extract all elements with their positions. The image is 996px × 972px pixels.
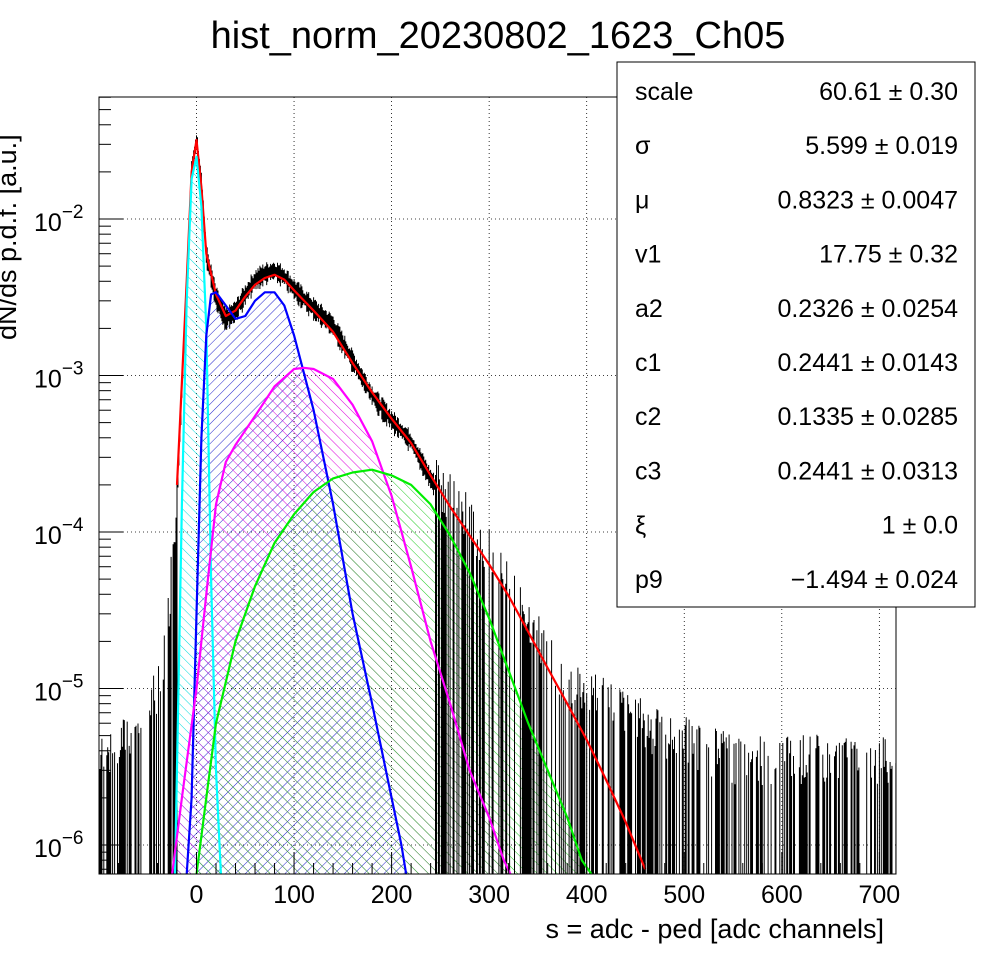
chart-title: hist_norm_20230802_1623_Ch05 xyxy=(211,15,786,57)
stat-value-0: 60.61 ± 0.30 xyxy=(819,78,958,106)
stat-name-0: scale xyxy=(635,78,693,106)
stat-value-1: 5.599 ± 0.019 xyxy=(805,132,958,160)
stats-box-frame xyxy=(616,61,976,608)
component-curve-1 xyxy=(173,155,222,874)
x-tick-label: 700 xyxy=(858,881,900,909)
stats-rows: scale 60.61 ± 0.30 σ 5.599 ± 0.019 μ 0.8323 ±… xyxy=(635,78,958,594)
stat-value-6: 0.1335 ± 0.0285 xyxy=(777,403,958,431)
stat-name-4: a2 xyxy=(635,295,663,323)
stat-name-7: c3 xyxy=(635,457,661,485)
x-tick-label: 100 xyxy=(273,881,315,909)
x-tick-label: 0 xyxy=(190,881,204,909)
axis-ticks xyxy=(99,96,880,874)
fit-stats-box: scale 60.61 ± 0.30 σ 5.599 ± 0.019 μ 0.8323 ±… xyxy=(616,61,976,608)
x-axis-title: s = adc - ped [adc channels] xyxy=(546,914,884,944)
y-axis-title: dN/ds p.d.f. [a.u.] xyxy=(0,134,22,340)
x-tick-label: 500 xyxy=(663,881,705,909)
x-tick-label: 200 xyxy=(371,881,413,909)
x-tick-label: 300 xyxy=(468,881,510,909)
y-tick-label: 10−4 xyxy=(34,515,84,550)
stat-value-9: −1.494 ± 0.024 xyxy=(791,566,958,594)
stat-value-4: 0.2326 ± 0.0254 xyxy=(777,295,958,323)
x-tick-label: 600 xyxy=(761,881,803,909)
component-curve-3 xyxy=(171,366,512,874)
total-fit-curve xyxy=(175,138,647,870)
stat-name-8: ξ xyxy=(635,512,646,540)
stat-name-6: c2 xyxy=(635,403,661,431)
y-tick-label: 10−6 xyxy=(34,828,83,863)
stat-value-5: 0.2441 ± 0.0143 xyxy=(777,349,958,377)
y-tick-label: 10−3 xyxy=(34,359,83,394)
y-tick-label: 10−5 xyxy=(34,672,83,707)
stat-name-1: σ xyxy=(635,132,651,160)
stat-value-7: 0.2441 ± 0.0313 xyxy=(777,457,958,485)
stat-value-8: 1 ± 0.0 xyxy=(882,512,958,540)
stat-value-2: 0.8323 ± 0.0047 xyxy=(777,186,958,214)
component-curve-4 xyxy=(195,468,593,874)
stat-name-9: p9 xyxy=(635,566,663,594)
x-tick-label: 400 xyxy=(566,881,608,909)
y-tick-labels: 10−6 10−5 10−4 10−3 10−2 xyxy=(34,202,84,863)
x-tick-labels: 0 100 200 300 400 500 600 700 xyxy=(190,881,901,909)
fit-curves xyxy=(171,138,647,874)
stat-name-5: c1 xyxy=(635,349,661,377)
stat-value-3: 17.75 ± 0.32 xyxy=(819,241,958,269)
stat-name-3: v1 xyxy=(635,241,661,269)
component-curve-2 xyxy=(185,291,408,874)
stat-name-2: μ xyxy=(635,186,649,214)
y-tick-label: 10−2 xyxy=(34,202,83,237)
